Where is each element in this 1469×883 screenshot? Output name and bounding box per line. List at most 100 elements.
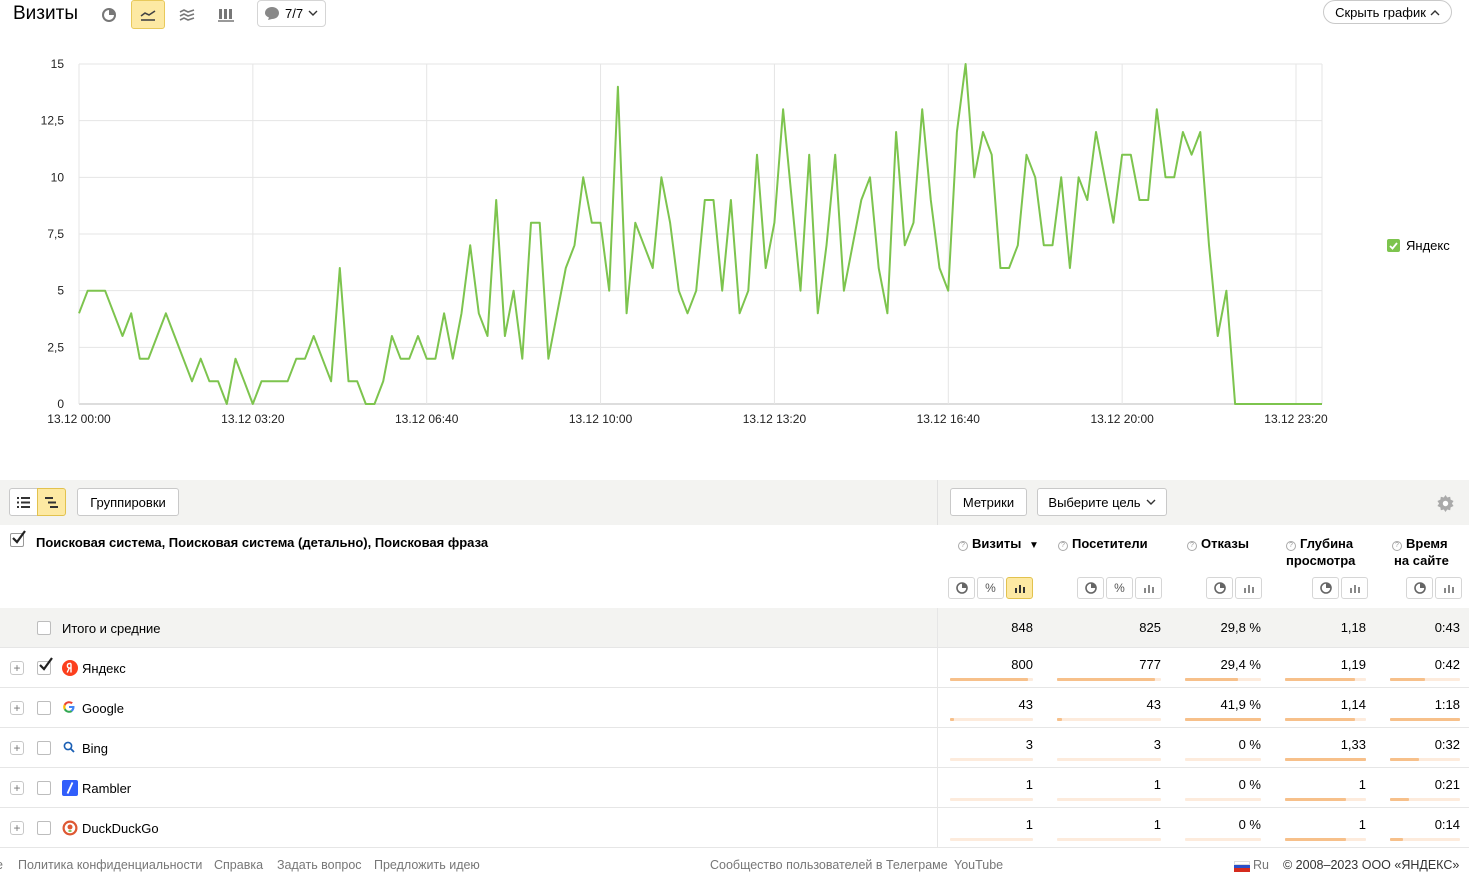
bars-view-button[interactable] bbox=[1341, 577, 1368, 599]
column-separator bbox=[937, 608, 938, 848]
bar-track bbox=[1057, 718, 1161, 721]
area-chart-icon bbox=[179, 8, 195, 21]
pie-chart-button[interactable] bbox=[92, 0, 126, 29]
bar-track bbox=[1285, 718, 1366, 721]
table-row[interactable]: + DuckDuckGo 1 1 0 % 1 0:14 bbox=[0, 808, 1469, 848]
bar-fill bbox=[1185, 678, 1239, 681]
settings-button[interactable] bbox=[1437, 495, 1454, 517]
pie-view-button[interactable] bbox=[1312, 577, 1339, 599]
footer-link-idea[interactable]: Предложить идею bbox=[374, 858, 480, 872]
bar-track bbox=[1057, 758, 1161, 761]
bar-track bbox=[1390, 758, 1460, 761]
footer-link-fragment[interactable]: е bbox=[0, 858, 3, 872]
cell-time: 0:14 bbox=[1434, 817, 1460, 832]
row-checkbox[interactable] bbox=[37, 741, 51, 755]
expand-button[interactable]: + bbox=[10, 821, 24, 835]
tree-view-button[interactable] bbox=[37, 488, 66, 516]
expand-button[interactable]: + bbox=[10, 701, 24, 715]
language-switch[interactable]: Ru bbox=[1253, 858, 1269, 872]
expand-button[interactable]: + bbox=[10, 781, 24, 795]
help-icon[interactable]: ? bbox=[1058, 541, 1068, 551]
pie-view-button[interactable] bbox=[948, 577, 975, 599]
col-header-bounces[interactable]: ? Отказы bbox=[1187, 535, 1249, 552]
footer-link-privacy[interactable]: Политика конфиденциальности bbox=[18, 858, 203, 872]
bar-fill bbox=[1390, 758, 1419, 761]
duckduckgo-icon bbox=[62, 820, 78, 841]
table-row[interactable]: + Google 43 43 41,9 % 1,14 1:18 bbox=[0, 688, 1469, 728]
help-icon[interactable]: ? bbox=[958, 541, 968, 551]
chart-legend[interactable]: Яндекс bbox=[1387, 238, 1450, 253]
expand-button[interactable]: + bbox=[10, 741, 24, 755]
row-checkbox[interactable] bbox=[37, 781, 51, 795]
row-label[interactable]: Google bbox=[82, 701, 124, 716]
col-header-depth[interactable]: ? Глубина просмотра bbox=[1286, 536, 1356, 568]
total-checkbox[interactable] bbox=[37, 621, 51, 635]
hide-chart-button[interactable]: Скрыть график bbox=[1323, 0, 1452, 24]
total-bounces: 29,8 % bbox=[1220, 620, 1261, 635]
comments-button[interactable]: 7/7 bbox=[257, 0, 326, 27]
bar-fill bbox=[1285, 798, 1346, 801]
cell-visitors: 1 bbox=[1153, 777, 1161, 792]
row-label[interactable]: Яндекс bbox=[82, 661, 126, 676]
comments-count: 7/7 bbox=[285, 6, 304, 21]
row-label[interactable]: DuckDuckGo bbox=[82, 821, 159, 836]
bar-fill bbox=[1057, 718, 1063, 721]
comment-icon bbox=[265, 7, 279, 20]
bars-view-button[interactable] bbox=[1135, 577, 1162, 599]
percent-view-button[interactable]: % bbox=[977, 577, 1004, 599]
cell-depth: 1 bbox=[1358, 777, 1366, 792]
table-row[interactable]: + Rambler 1 1 0 % 1 0:21 bbox=[0, 768, 1469, 808]
pie-chart-icon bbox=[1319, 582, 1332, 594]
table-row[interactable]: + Яндекс 800 777 29,4 % 1,19 0:42 bbox=[0, 648, 1469, 688]
area-chart-button[interactable] bbox=[170, 0, 204, 29]
pie-chart-icon bbox=[955, 582, 968, 594]
footer-link-telegram[interactable]: Сообщество пользователей в Телеграме bbox=[710, 858, 948, 872]
total-visitors: 825 bbox=[1139, 620, 1161, 635]
bar-icon bbox=[1349, 584, 1360, 593]
bars-view-button[interactable] bbox=[1435, 577, 1462, 599]
y-tick-label: 7,5 bbox=[47, 227, 64, 241]
col-header-visitors[interactable]: ? Посетители bbox=[1058, 535, 1148, 552]
table-row[interactable]: + Bing 3 3 0 % 1,33 0:32 bbox=[0, 728, 1469, 768]
help-icon[interactable]: ? bbox=[1187, 541, 1197, 551]
bar-fill bbox=[1285, 718, 1355, 721]
goal-select-label: Выберите цель bbox=[1048, 494, 1141, 510]
bar-icon bbox=[1143, 584, 1154, 593]
row-label[interactable]: Bing bbox=[82, 741, 109, 756]
footer-link-ask[interactable]: Задать вопрос bbox=[277, 858, 362, 872]
cell-bounces: 29,4 % bbox=[1220, 657, 1261, 672]
help-icon[interactable]: ? bbox=[1392, 541, 1402, 551]
bar-fill bbox=[1057, 678, 1155, 681]
goal-select[interactable]: Выберите цель bbox=[1037, 488, 1167, 516]
pie-view-button[interactable] bbox=[1406, 577, 1433, 599]
bars-view-button[interactable] bbox=[1235, 577, 1262, 599]
help-icon[interactable]: ? bbox=[1286, 541, 1296, 551]
groupings-button[interactable]: Группировки bbox=[77, 488, 179, 516]
bars-view-button[interactable] bbox=[1006, 577, 1033, 599]
row-checkbox[interactable] bbox=[37, 821, 51, 835]
line-chart-button[interactable] bbox=[131, 0, 165, 29]
bar-track bbox=[950, 718, 1033, 721]
col-header-visits[interactable]: ? Визиты ▼ bbox=[958, 535, 1039, 554]
pie-view-button[interactable] bbox=[1077, 577, 1104, 599]
footer-link-youtube[interactable]: YouTube bbox=[954, 858, 1004, 872]
legend-checkbox[interactable] bbox=[1387, 239, 1400, 252]
dimension-header[interactable]: Поисковая система, Поисковая система (де… bbox=[36, 535, 489, 550]
row-label[interactable]: Rambler bbox=[82, 781, 132, 796]
list-view-button[interactable] bbox=[9, 488, 38, 516]
expand-button[interactable]: + bbox=[10, 661, 24, 675]
bar-chart-button[interactable] bbox=[209, 0, 243, 29]
cell-depth: 1,33 bbox=[1340, 737, 1366, 752]
footer-link-help[interactable]: Справка bbox=[214, 858, 264, 872]
header-checkbox[interactable] bbox=[10, 530, 26, 547]
percent-view-button[interactable]: % bbox=[1106, 577, 1133, 599]
bar-track bbox=[950, 838, 1033, 841]
pie-view-button[interactable] bbox=[1206, 577, 1233, 599]
bar-track bbox=[1390, 678, 1460, 681]
col-header-time[interactable]: ? Время на сайте bbox=[1392, 536, 1449, 568]
metrics-button[interactable]: Метрики bbox=[950, 488, 1027, 516]
row-checkbox[interactable] bbox=[37, 701, 51, 715]
y-axis: 0 2,5 5 7,5 10 12,5 15 bbox=[41, 57, 65, 411]
cell-visitors: 43 bbox=[1146, 697, 1161, 712]
